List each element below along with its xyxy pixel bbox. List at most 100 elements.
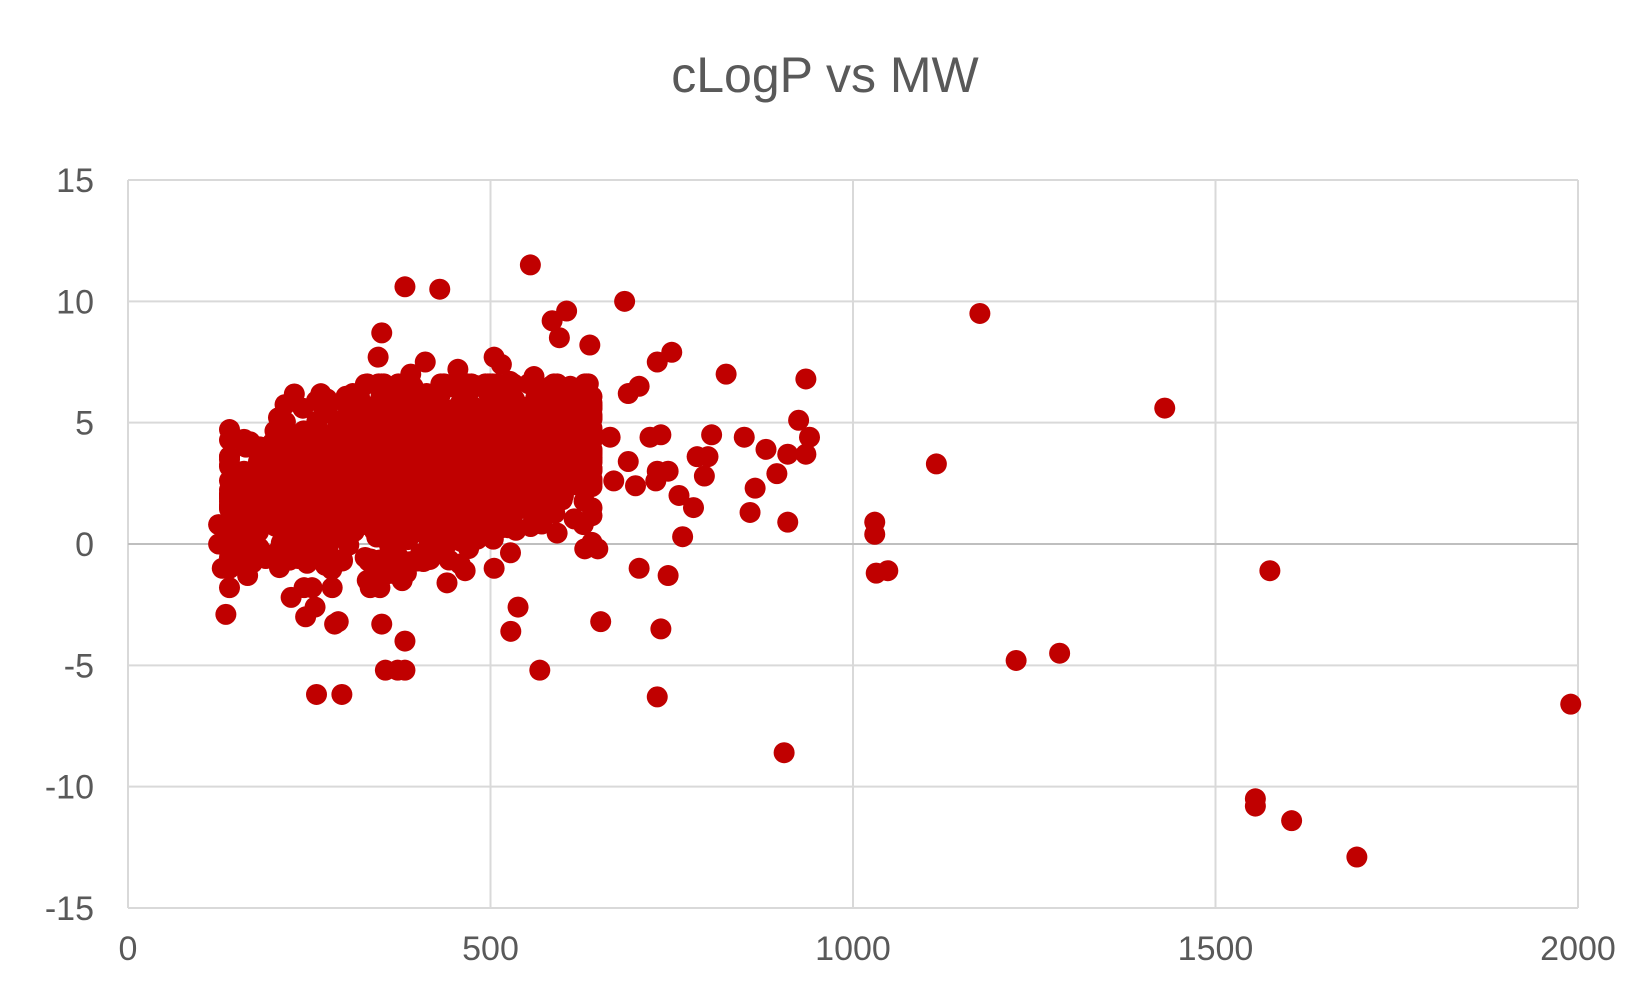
data-point xyxy=(304,596,326,618)
data-point xyxy=(733,426,755,448)
data-point xyxy=(1154,397,1176,419)
data-point xyxy=(523,366,545,388)
data-point xyxy=(715,363,737,385)
data-point xyxy=(394,630,416,652)
data-point xyxy=(491,437,513,459)
data-point xyxy=(312,507,334,529)
data-point xyxy=(367,406,389,428)
data-point xyxy=(269,441,291,463)
data-point xyxy=(795,368,817,390)
data-point xyxy=(291,450,313,472)
data-point xyxy=(306,390,327,412)
data-point xyxy=(321,431,343,453)
data-point xyxy=(397,529,419,551)
data-point xyxy=(499,542,521,564)
data-point xyxy=(367,346,389,368)
data-point xyxy=(321,577,343,599)
data-point xyxy=(573,490,595,512)
data-point xyxy=(1259,560,1281,582)
data-point xyxy=(777,511,799,533)
data-point xyxy=(650,424,672,446)
data-point xyxy=(864,523,886,545)
data-point xyxy=(683,497,704,519)
data-point xyxy=(285,546,307,568)
data-point xyxy=(969,302,991,324)
data-point xyxy=(1346,846,1368,868)
data-point xyxy=(331,683,353,705)
data-point xyxy=(429,278,451,300)
data-point xyxy=(357,481,379,503)
data-point xyxy=(394,276,416,298)
data-point xyxy=(555,437,577,459)
data-point xyxy=(542,406,564,428)
data-point xyxy=(590,611,612,633)
data-point xyxy=(454,560,476,582)
data-point xyxy=(646,686,668,708)
data-point xyxy=(587,538,609,560)
data-point xyxy=(410,438,432,460)
data-point xyxy=(472,408,494,430)
data-point xyxy=(625,475,646,497)
data-point xyxy=(301,577,323,599)
y-tick-label: -5 xyxy=(64,647,94,685)
data-point xyxy=(1281,810,1303,832)
data-point xyxy=(520,515,542,537)
data-point xyxy=(686,446,708,468)
data-point xyxy=(766,463,788,485)
data-point xyxy=(335,494,357,516)
data-point xyxy=(394,659,416,681)
chart-title: cLogP vs MW xyxy=(671,47,979,103)
data-point xyxy=(1560,693,1582,715)
data-point xyxy=(302,523,324,545)
data-point xyxy=(483,557,505,579)
data-point xyxy=(519,254,541,276)
data-point xyxy=(426,425,448,447)
data-point xyxy=(423,454,445,476)
data-point xyxy=(1049,642,1071,664)
data-points xyxy=(208,254,1582,868)
data-point xyxy=(532,495,554,517)
data-point xyxy=(233,533,255,555)
data-point xyxy=(877,560,899,582)
x-tick-label: 2000 xyxy=(1540,930,1616,968)
data-point xyxy=(773,742,795,764)
data-point xyxy=(572,514,594,536)
data-point xyxy=(336,470,358,492)
data-point xyxy=(701,424,723,446)
data-point xyxy=(1244,795,1266,817)
data-point xyxy=(266,543,288,565)
data-point xyxy=(455,390,477,412)
data-point xyxy=(693,465,715,487)
data-point xyxy=(371,455,393,477)
x-tick-label: 1500 xyxy=(1178,930,1254,968)
data-point xyxy=(488,496,510,518)
data-point xyxy=(219,446,240,468)
data-point xyxy=(379,501,401,523)
data-point xyxy=(744,477,766,499)
data-point xyxy=(436,530,458,552)
data-point xyxy=(650,618,672,640)
data-point xyxy=(436,572,458,594)
data-point xyxy=(283,383,305,405)
data-point xyxy=(219,419,240,441)
data-point xyxy=(581,395,603,417)
data-point xyxy=(507,596,529,618)
data-point xyxy=(529,659,551,681)
data-point xyxy=(429,409,451,431)
y-tick-label: 0 xyxy=(75,526,94,564)
data-point xyxy=(628,557,650,579)
data-point xyxy=(395,562,417,584)
data-point xyxy=(471,515,493,537)
data-point xyxy=(788,409,810,431)
data-point xyxy=(617,383,639,405)
data-point xyxy=(340,454,362,476)
data-point xyxy=(371,322,393,344)
data-point xyxy=(438,549,460,571)
data-point xyxy=(548,327,570,349)
data-point xyxy=(474,484,496,506)
y-tick-label: 10 xyxy=(56,283,94,321)
data-point xyxy=(672,526,694,548)
data-point xyxy=(571,450,593,472)
